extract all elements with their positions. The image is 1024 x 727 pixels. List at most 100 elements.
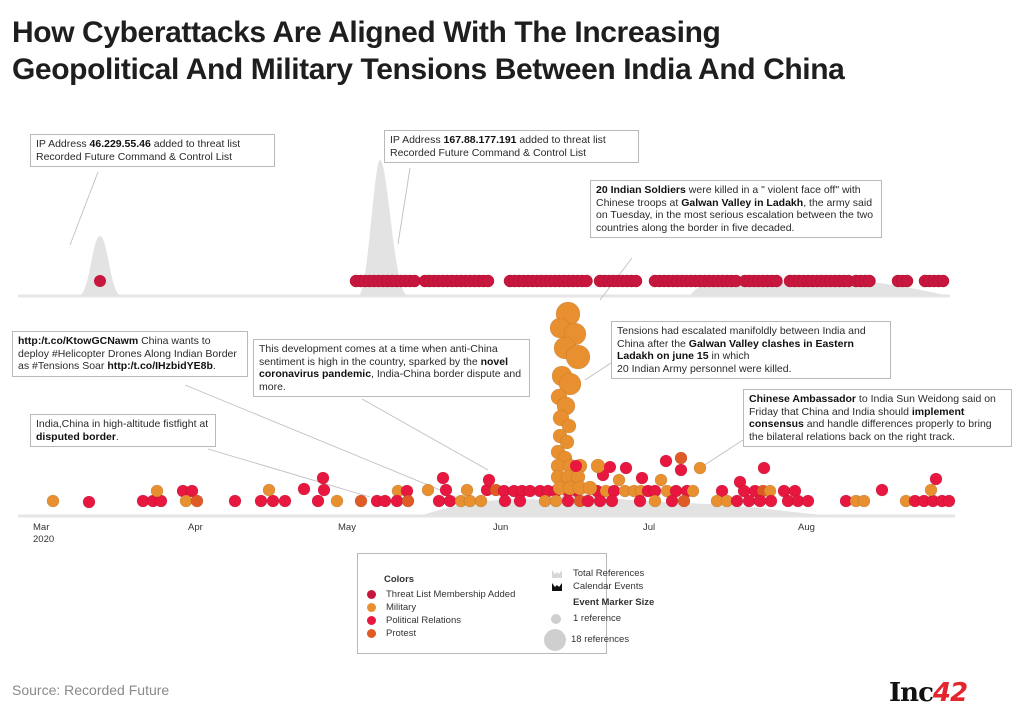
event-dot: [513, 494, 527, 508]
event-dot: [297, 482, 311, 496]
legend-dot-protest: [367, 629, 376, 638]
annotation-text: India,China in high-altitude fistfight a…: [36, 418, 209, 430]
annotation-text: .: [212, 360, 216, 372]
event-dot: [179, 494, 193, 508]
event-dot: [460, 483, 474, 497]
legend-calendar-events: Calendar Events: [552, 581, 643, 592]
event-dot: [278, 494, 292, 508]
military-peak-dot: [558, 372, 582, 396]
event-dot: [742, 494, 756, 508]
event-dot: [693, 461, 707, 475]
annotation-connector: [702, 439, 744, 467]
legend-size-large: 18 references: [544, 628, 630, 651]
calendar-events-icon: [552, 582, 562, 591]
political-event-dot: [604, 461, 616, 473]
x-axis-tick-label: Aug: [798, 522, 815, 533]
annotation-tensions: Tensions had escalated manifoldly betwee…: [611, 321, 891, 379]
legend-item-threat: Threat List Membership Added: [367, 589, 515, 600]
annotation-text: 20 Indian Soldiers: [596, 184, 686, 196]
event-dot: [311, 494, 325, 508]
event-dot: [753, 494, 767, 508]
annotation-text: IP Address: [390, 134, 444, 146]
legend-calendar-events-label: Calendar Events: [573, 581, 644, 592]
annotation-ip1: IP Address 46.229.55.46 added to threat …: [30, 134, 275, 167]
event-dot: [605, 494, 619, 508]
event-dot: [942, 494, 956, 508]
x-axis-tick-label: Mar: [33, 522, 49, 533]
threat-event-dot: [629, 274, 643, 288]
source-note: Source: Recorded Future: [12, 682, 170, 698]
event-dot: [659, 454, 673, 468]
x-axis-tick-label: Apr: [188, 522, 203, 533]
threat-event-dot: [863, 274, 876, 288]
legend-total-references-label: Total References: [573, 568, 645, 579]
annotation-text: , the army said on Tuesday, in the most …: [596, 196, 874, 234]
annotation-fistfight: India,China in high-altitude fistfight a…: [30, 414, 216, 447]
event-dot: [612, 473, 626, 487]
event-dot: [474, 494, 488, 508]
event-dot: [421, 483, 435, 497]
annotation-text: added to threat list: [516, 134, 606, 146]
event-dot: [593, 494, 607, 508]
event-dot: [581, 494, 595, 508]
event-dot: [482, 473, 496, 487]
annotation-connector: [361, 398, 489, 471]
legend-dot-threat: [367, 590, 376, 599]
threat-event-dot: [408, 274, 421, 288]
inc42-logo: Inc42: [889, 678, 968, 708]
logo-number: 42: [932, 678, 968, 708]
title-line-1: How Cyberattacks Are Aligned With The In…: [12, 16, 721, 49]
annotation-soldiers: 20 Indian Soldiers were killed in a " vi…: [590, 180, 882, 238]
size-large-marker: [544, 628, 566, 651]
political-event-dot: [570, 460, 582, 472]
annotation-text: This development comes at a time when an…: [259, 343, 498, 368]
annotation-connector: [584, 362, 612, 381]
event-dot: [764, 494, 778, 508]
legend-item-military: Military: [367, 602, 416, 613]
legend-item-political: Political Relations: [367, 615, 461, 626]
x-axis-tick-label: Jul: [643, 522, 655, 533]
annotation-text: 167.88.177.191: [443, 134, 517, 146]
annotation-text: added to threat list: [150, 138, 241, 150]
event-dot: [185, 484, 199, 498]
event-dot: [436, 471, 450, 485]
event-dot: [674, 451, 688, 465]
annotation-text: , India-China border dispute and more.: [259, 368, 522, 393]
annotation-ip2: IP Address 167.88.177.191 added to threa…: [384, 130, 639, 163]
annotation-text: disputed border: [36, 430, 116, 443]
threat-event-dot: [936, 274, 950, 288]
annotation-text: 46.229.55.46: [89, 138, 151, 150]
annotation-text: and handle differences properly to bring…: [749, 418, 992, 443]
event-dot: [401, 494, 415, 508]
military-peak-dot: [582, 480, 598, 496]
threat-event-dot: [900, 274, 914, 288]
annotation-text: to India Sun Weidong said on Friday that…: [749, 393, 996, 418]
legend-dot-military: [367, 603, 376, 612]
annotation-text: Galwan Valley in Ladakh: [681, 196, 804, 209]
annotation-connector: [184, 384, 446, 493]
event-dot: [439, 483, 453, 497]
legend-size-large-label: 18 references: [571, 634, 630, 645]
event-dot: [677, 494, 691, 508]
event-dot: [635, 471, 649, 485]
event-dot: [633, 494, 647, 508]
event-dot: [317, 483, 331, 497]
annotation-text: China wants to deploy #Helicopter Drones…: [18, 335, 237, 372]
military-peak-dot: [565, 344, 591, 370]
event-dot: [654, 473, 668, 487]
military-peak-dot: [590, 458, 606, 474]
x-axis-tick-label: May: [338, 522, 356, 533]
annotation-text: Recorded Future Command & Control List: [390, 146, 587, 159]
event-dot: [730, 494, 744, 508]
event-dot: [228, 494, 242, 508]
annotation-text: IP Address: [36, 138, 90, 150]
chart-title: How Cyberattacks Are Aligned With The In…: [12, 14, 1016, 88]
event-dot: [561, 494, 575, 508]
annotation-text: Chinese Ambassador: [749, 393, 856, 405]
legend-label-political: Political Relations: [386, 615, 461, 626]
annotation-connector: [397, 167, 411, 245]
event-dot: [648, 494, 662, 508]
legend-label-military: Military: [386, 602, 417, 613]
event-dot: [498, 494, 512, 508]
military-peak-dot: [561, 418, 577, 434]
